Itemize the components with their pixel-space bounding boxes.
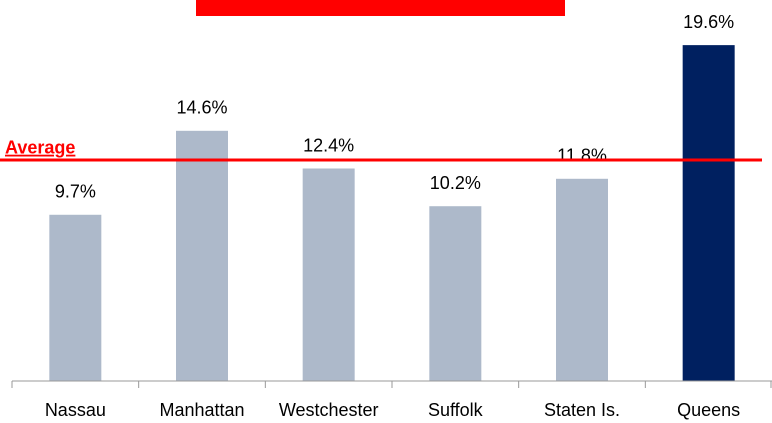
value-label: 19.6% <box>683 12 734 32</box>
bar <box>49 214 102 381</box>
x-tick-label: Staten Is. <box>544 400 620 420</box>
bar <box>176 130 228 381</box>
x-tick-label: Queens <box>677 400 740 420</box>
x-tick-label: Westchester <box>279 400 379 420</box>
x-tick-label: Nassau <box>45 400 106 420</box>
bar <box>682 45 735 382</box>
title-banner <box>196 0 565 16</box>
bar <box>556 178 608 381</box>
value-label: 14.6% <box>176 98 227 118</box>
x-tick-label: Suffolk <box>428 400 484 420</box>
bar <box>302 168 355 381</box>
bar <box>429 206 482 381</box>
value-label: 9.7% <box>55 182 96 202</box>
value-label: 12.4% <box>303 135 354 155</box>
value-label: 11.8% <box>557 146 607 166</box>
average-label: Average <box>5 138 75 158</box>
x-tick-label: Manhattan <box>159 400 244 420</box>
value-label: 10.2% <box>430 173 481 193</box>
